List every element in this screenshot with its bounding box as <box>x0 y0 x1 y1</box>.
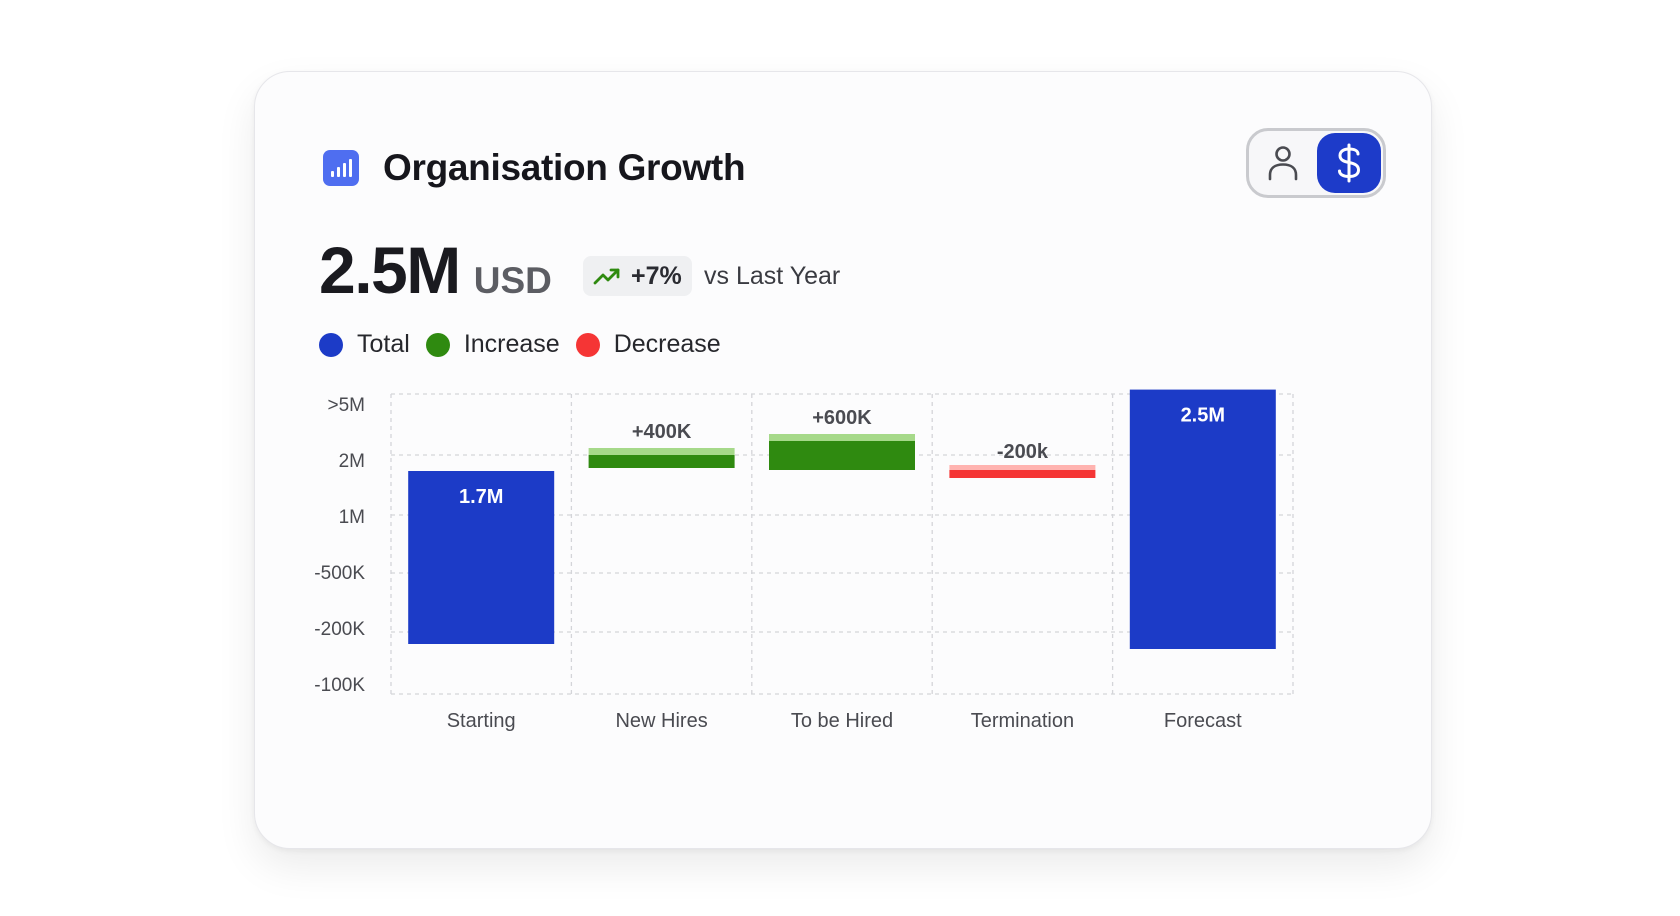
waterfall-chart-svg: >5M 2M 1M -500K -200K -100K Starting New Hires T… <box>314 389 1294 732</box>
change-percent: +7% <box>631 261 682 290</box>
bar-increase-highlight <box>588 448 735 455</box>
legend-dot-decrease <box>575 332 600 357</box>
x-tick-label: Termination <box>971 710 1074 732</box>
user-view-button[interactable] <box>1251 133 1315 193</box>
y-tick-label: 1M <box>339 507 365 528</box>
legend-label-increase: Increase <box>463 330 560 358</box>
card-title: Organisation Growth <box>383 147 746 188</box>
bar-increase <box>769 441 915 470</box>
data-label-increase: +600K <box>812 407 872 429</box>
bar-chart-icon <box>323 150 359 186</box>
bar-increase-highlight <box>769 434 915 441</box>
y-tick-label: -500K <box>314 563 365 584</box>
currency-view-button[interactable] <box>1317 133 1381 193</box>
comparison-text: vs Last Year <box>704 262 841 290</box>
dollar-icon <box>1338 143 1361 183</box>
legend-label-decrease: Decrease <box>613 330 721 358</box>
summary-value-row: 2.5M USD <box>319 232 552 308</box>
card-header: Organisation Growth <box>323 144 746 192</box>
change-badge: +7% <box>583 256 692 296</box>
bar-increase <box>588 455 735 468</box>
legend-dot-total <box>319 332 343 357</box>
bar-decrease-highlight <box>949 465 1096 470</box>
summary-unit: USD <box>473 260 552 301</box>
y-tick-label: -100K <box>314 675 365 696</box>
bar-total <box>408 471 555 644</box>
trending-up-icon <box>593 268 620 285</box>
view-toggle[interactable] <box>1246 128 1386 198</box>
legend-dot-increase <box>425 332 450 357</box>
x-tick-label: To be Hired <box>791 710 893 732</box>
user-icon <box>1268 146 1298 181</box>
y-tick-label: >5M <box>328 395 366 416</box>
bar-decrease <box>949 470 1096 478</box>
x-tick-label: New Hires <box>615 710 707 732</box>
summary-value: 2.5M <box>319 233 461 307</box>
x-tick-label: Starting <box>447 710 516 732</box>
chart-legend: Total Increase Decrease <box>319 330 737 359</box>
data-label-decrease: -200k <box>997 441 1049 463</box>
legend-item-decrease: Decrease <box>575 330 721 359</box>
legend-item-total: Total <box>319 330 410 359</box>
data-label-total: 2.5M <box>1181 405 1225 427</box>
legend-item-increase: Increase <box>425 330 560 359</box>
data-label-increase: +400K <box>632 421 692 443</box>
legend-label-total: Total <box>357 330 410 358</box>
data-label-total: 1.7M <box>459 486 503 508</box>
x-tick-label: Forecast <box>1164 710 1242 732</box>
y-tick-label: -200K <box>314 619 365 640</box>
bar-total <box>1129 389 1276 649</box>
organisation-growth-card: Organisation Growth 2.5M USD +7% vs Last… <box>254 71 1432 849</box>
y-tick-label: 2M <box>339 451 365 472</box>
